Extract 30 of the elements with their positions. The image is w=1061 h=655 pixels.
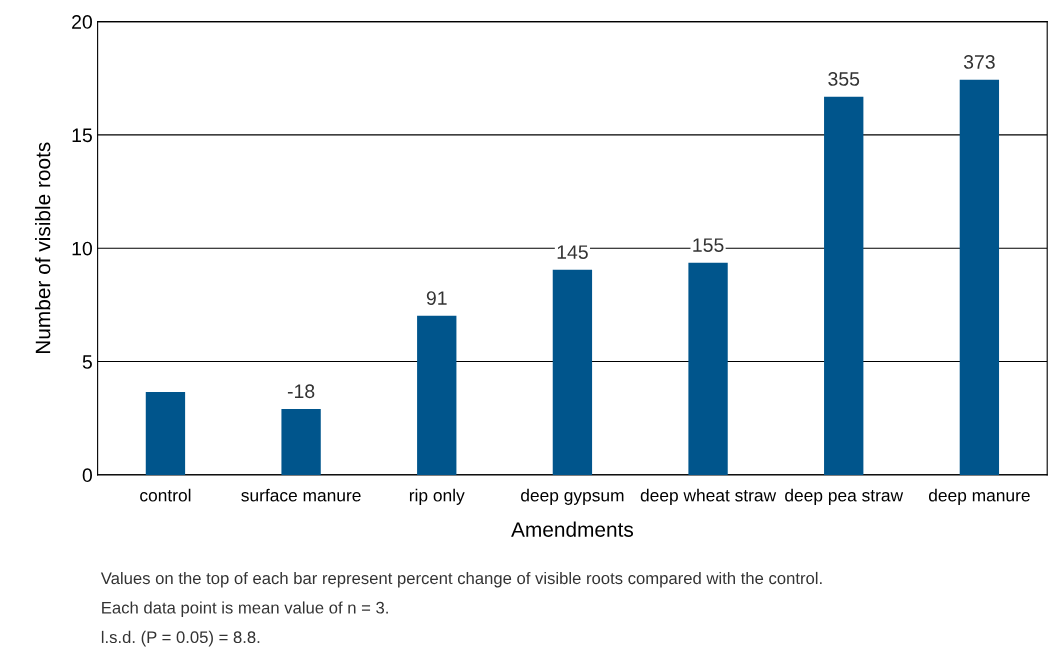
bar <box>145 391 186 475</box>
x-tick-label: deep pea straw <box>785 488 904 505</box>
annotation: 145 <box>557 245 588 259</box>
x-axis-title: Amendments <box>511 521 634 537</box>
x-tick-label: surface manure <box>241 488 361 502</box>
text: Values on the top of each bar represent percent change of visible roots compared with the control. <box>100 571 822 588</box>
bar <box>688 262 728 475</box>
bar <box>824 96 864 475</box>
annotation: 91 <box>426 291 447 305</box>
annotation: 155 <box>693 238 724 252</box>
text: l.s.d. (P = 0.05) = 8.8. <box>101 630 260 647</box>
y-tick-label: 0 <box>82 468 92 483</box>
bar <box>417 315 457 475</box>
x-tick-label: deep manure <box>928 488 1030 505</box>
x-tick-label: deep wheat straw <box>640 488 777 505</box>
annotation: 373 <box>963 55 995 69</box>
text: Each data point is mean value of n = 3. <box>102 601 388 617</box>
y-tick-label: 15 <box>72 128 92 143</box>
y-tick-label: 5 <box>82 355 92 369</box>
y-axis-title: Number of visible roots <box>35 142 51 354</box>
x-tick-label: rip only <box>409 488 465 505</box>
bar <box>281 408 321 475</box>
x-tick-label: deep gypsum <box>521 488 624 505</box>
bar <box>552 269 593 475</box>
y-tick-label: 20 <box>72 15 92 29</box>
y-tick-label: 10 <box>72 241 92 256</box>
x-tick-label: control <box>140 488 191 502</box>
bar <box>959 79 1000 475</box>
annotation: 355 <box>828 72 860 86</box>
annotation: -18 <box>287 384 315 399</box>
